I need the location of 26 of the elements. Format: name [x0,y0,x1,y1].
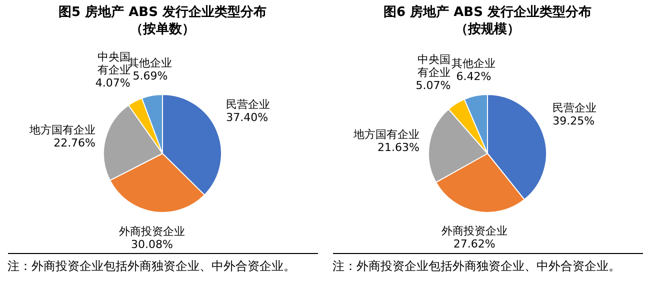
slice-label: 其他企业 [128,56,172,70]
slice-label: 民营企业 [552,102,597,115]
text: 注：外商投资企业包括外商独资企业、中外合资企业。 [332,253,642,274]
slice-label: 中央国有企业 [97,50,130,76]
slice-label: 中央国有企业 [418,53,451,79]
data-label: 5.69% [132,69,168,82]
data-label: 21.63% [378,141,420,154]
slice-label: 外商投资企业 [441,224,508,238]
data-label: 5.07% [416,79,451,92]
chart-subtitle: （按单数） [130,21,195,38]
data-label: 4.07% [95,76,130,90]
data-label: 30.08% [130,238,173,252]
data-label: 39.25% [552,114,595,128]
slice-label: 其他企业 [452,56,496,70]
slice-label: 地方国有企业 [28,123,96,136]
slice-label: 外商投资企业 [118,225,185,238]
slice-label: 民营企业 [226,98,270,111]
data-label: 37.40% [226,110,268,124]
text: 注：外商投资企业包括外商独资企业、中外合资企业。 [8,253,318,274]
data-label: 6.42% [456,70,492,83]
chart-title: 图6 房地产 ABS 发行企业类型分布 [384,4,592,21]
data-label: 27.62% [453,238,496,251]
slice-label: 地方国有企业 [352,128,420,142]
chart-subtitle: （按规模） [455,21,520,38]
chart-title: 图5 房地产 ABS 发行企业类型分布 [58,4,266,21]
data-label: 22.76% [54,136,96,150]
